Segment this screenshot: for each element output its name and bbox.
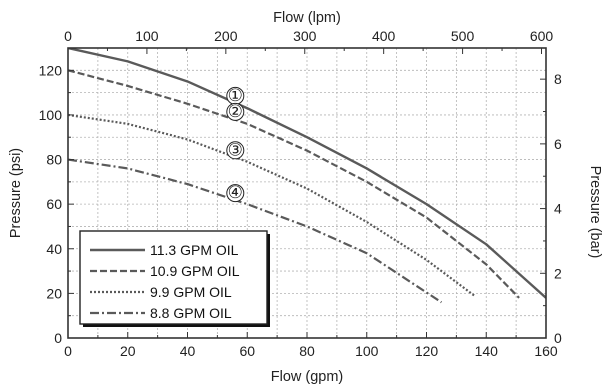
x-top-tick-label: 300	[293, 28, 317, 44]
curve-marker-2: ②	[228, 102, 243, 122]
y-left-tick-label: 40	[46, 241, 62, 257]
y-right-tick-label: 6	[554, 136, 562, 152]
series-lines	[68, 48, 546, 304]
x-bottom-tick-label: 80	[299, 343, 315, 359]
curve-marker-3: ③	[228, 140, 243, 160]
curve-marker-4: ④	[228, 183, 243, 203]
curve-marker-circle-2	[226, 102, 245, 121]
y-left-tick-label: 120	[39, 62, 63, 78]
y-right-axis-title: Pressure (bar)	[587, 166, 603, 259]
y-right-tick-label: 0	[554, 330, 562, 346]
x-top-tick-label: 0	[64, 28, 72, 44]
y-right-tick-label: 8	[554, 71, 562, 87]
tick-marks	[67, 47, 547, 339]
x-top-tick-label: 200	[214, 28, 238, 44]
legend-label-2: 10.9 GPM OIL	[150, 263, 240, 279]
x-bottom-tick-label: 100	[355, 343, 379, 359]
y-right-tick-label: 2	[554, 265, 562, 281]
legend: 11.3 GPM OIL 10.9 GPM OIL 9.9 GPM OIL 8.8 G…	[79, 230, 270, 327]
x-bottom-tick-label: 60	[239, 343, 255, 359]
x-bottom-axis-title: Flow (gpm)	[271, 369, 344, 385]
series-line-4	[68, 158, 443, 304]
y-left-tick-label: 80	[46, 152, 62, 168]
x-top-tick-label: 400	[372, 28, 396, 44]
curve-marker-circle-3	[226, 141, 245, 160]
legend-label-3: 9.9 GPM OIL	[150, 284, 232, 300]
legend-label-1: 11.3 GPM OIL	[150, 242, 239, 258]
x-top-tick-label: 600	[530, 28, 554, 44]
x-bottom-tick-label: 20	[120, 343, 136, 359]
x-top-axis-title: Flow (lpm)	[273, 10, 341, 26]
x-bottom-tick-label: 40	[180, 343, 196, 359]
curve-number-markers: ①② ③ ④	[226, 86, 245, 203]
y-left-tick-label: 20	[46, 285, 62, 301]
curve-marker-circle-4	[226, 184, 245, 203]
legend-box	[79, 230, 268, 325]
x-top-tick-label: 500	[451, 28, 475, 44]
curve-marker-1: ①	[228, 86, 243, 106]
series-line-2	[68, 69, 520, 299]
x-top-tick-label: 100	[135, 28, 159, 44]
y-left-tick-label: 100	[39, 107, 63, 123]
series-line-1	[68, 48, 546, 299]
y-left-tick-label: 60	[46, 196, 62, 212]
x-bottom-tick-label: 160	[534, 343, 558, 359]
y-left-tick-label: 0	[54, 330, 62, 346]
x-bottom-tick-label: 120	[415, 343, 439, 359]
y-left-axis-title: Pressure (psi)	[8, 148, 24, 238]
x-bottom-tick-label: 0	[64, 343, 72, 359]
x-bottom-tick-label: 140	[475, 343, 499, 359]
legend-label-4: 8.8 GPM OIL	[150, 305, 232, 321]
y-right-tick-label: 4	[554, 201, 562, 217]
